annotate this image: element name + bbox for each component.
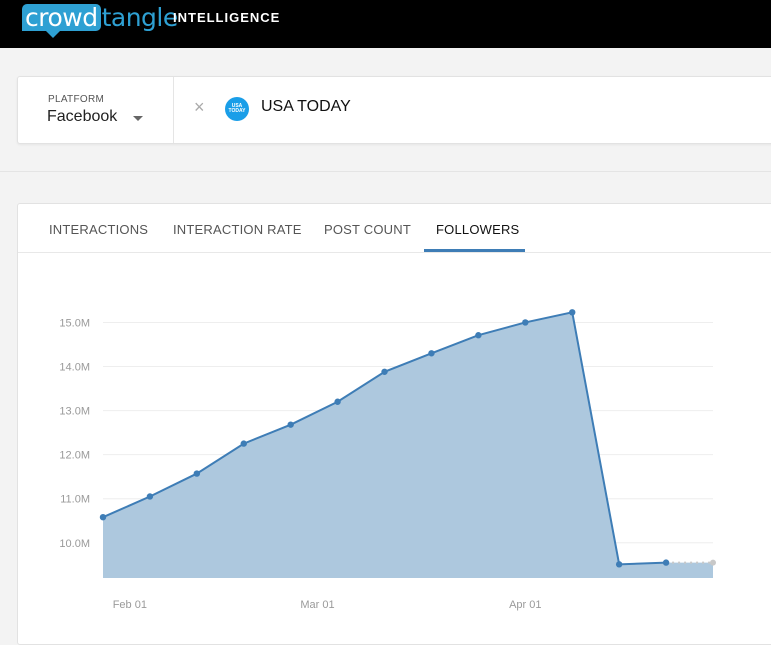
x-tick-label: Apr 01	[509, 599, 541, 611]
data-point	[287, 421, 294, 428]
data-point	[334, 398, 341, 405]
avatar: USA TODAY	[225, 97, 249, 121]
data-point	[381, 368, 388, 375]
y-tick-label: 15.0M	[59, 317, 90, 329]
chevron-down-icon	[133, 116, 143, 121]
y-tick-label: 12.0M	[59, 450, 90, 462]
crowdtangle-logo[interactable]: crowd tangle	[22, 3, 179, 38]
data-point	[569, 309, 576, 316]
followers-area-chart: 10.0M 11.0M 12.0M 13.0M 14.0M 15.0M Feb 01 Mar …	[59, 309, 716, 611]
account-selector-card: PLATFORM Facebook × USA TODAY USA TODAY	[17, 76, 771, 144]
metric-tabs: INTERACTIONS INTERACTION RATE POST COUNT…	[18, 204, 771, 253]
active-tab-indicator	[424, 249, 525, 252]
tab-post-count[interactable]: POST COUNT	[324, 222, 411, 237]
tab-followers[interactable]: FOLLOWERS	[436, 222, 520, 237]
x-tick-label: Feb 01	[113, 599, 147, 611]
logo-tangle-text: tangle	[101, 3, 179, 32]
section-divider	[0, 171, 771, 172]
chart-card: INTERACTIONS INTERACTION RATE POST COUNT…	[17, 203, 771, 645]
y-tick-label: 11.0M	[60, 494, 90, 506]
top-nav-bar: crowd tangle INTELLIGENCE	[0, 0, 771, 48]
platform-value: Facebook	[47, 108, 118, 125]
data-point	[615, 561, 623, 568]
data-point	[146, 493, 154, 500]
nav-intelligence[interactable]: INTELLIGENCE	[173, 10, 281, 25]
x-tick-label: Mar 01	[300, 599, 334, 611]
data-point	[662, 559, 670, 566]
platform-label: PLATFORM	[48, 94, 105, 105]
y-tick-label: 13.0M	[59, 406, 90, 418]
data-point	[193, 470, 201, 477]
data-point	[99, 513, 107, 521]
series-area	[103, 312, 713, 578]
data-point	[475, 332, 482, 339]
platform-dropdown[interactable]: PLATFORM Facebook	[18, 77, 174, 143]
y-tick-label: 14.0M	[59, 362, 90, 374]
logo-crowd-text: crowd	[22, 4, 101, 38]
projection-point	[710, 559, 716, 566]
tab-interactions[interactable]: INTERACTIONS	[49, 222, 149, 237]
data-point	[240, 440, 247, 447]
y-tick-label: 10.0M	[59, 538, 90, 550]
close-icon[interactable]: ×	[194, 97, 205, 117]
account-name: USA TODAY	[261, 98, 351, 115]
data-point	[522, 319, 529, 326]
data-point	[428, 350, 435, 357]
tab-interaction-rate[interactable]: INTERACTION RATE	[173, 222, 302, 237]
